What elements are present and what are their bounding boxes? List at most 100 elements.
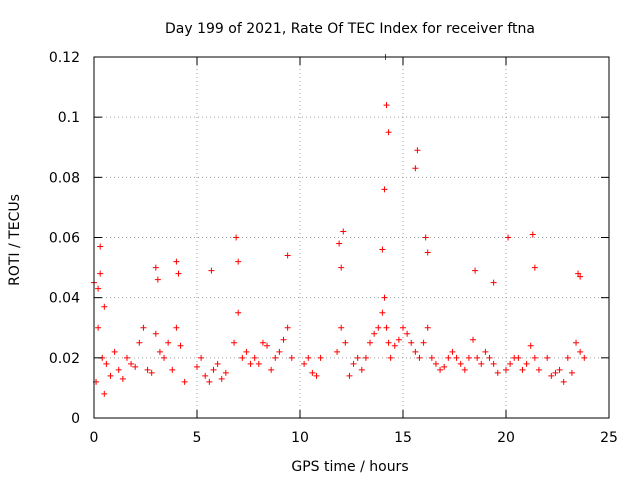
data-point <box>144 366 151 373</box>
data-point <box>379 246 386 253</box>
data-point <box>503 366 509 373</box>
data-point <box>156 348 163 355</box>
data-point <box>486 354 493 361</box>
data-point <box>123 354 130 361</box>
y-tick-label: 0.04 <box>49 291 80 307</box>
data-point <box>276 348 283 355</box>
data-point <box>342 339 349 346</box>
data-point <box>107 372 114 379</box>
data-point <box>177 342 184 349</box>
data-point <box>478 360 485 367</box>
data-point <box>115 366 122 373</box>
data-point <box>222 369 229 376</box>
data-point <box>334 348 341 355</box>
data-point <box>371 330 378 337</box>
data-point <box>470 336 477 343</box>
data-point <box>465 354 472 361</box>
data-point <box>358 366 365 373</box>
data-point <box>208 267 215 274</box>
data-point <box>449 348 456 355</box>
data-point <box>367 339 374 346</box>
data-point <box>416 354 423 361</box>
data-point <box>519 366 526 373</box>
data-point <box>210 366 217 373</box>
y-tick-label: 0.12 <box>49 50 80 66</box>
x-tick-label: 10 <box>291 430 309 446</box>
data-point <box>111 348 118 355</box>
data-point <box>422 234 429 241</box>
data-point <box>255 360 262 367</box>
data-point <box>194 363 200 370</box>
data-point <box>288 354 295 361</box>
data-point <box>264 342 271 349</box>
data-point <box>412 348 419 355</box>
data-points <box>91 54 588 397</box>
data-point <box>531 264 538 271</box>
data-point <box>340 228 347 235</box>
data-point <box>385 129 392 136</box>
data-point <box>233 234 240 241</box>
data-point <box>154 276 161 283</box>
data-point <box>581 354 588 361</box>
data-point <box>391 342 398 349</box>
data-point <box>132 363 139 370</box>
data-point <box>214 360 221 367</box>
data-point <box>119 375 126 382</box>
data-point <box>136 339 143 346</box>
y-axis-label: ROTI / TECUs <box>7 194 23 286</box>
data-point <box>424 249 431 256</box>
data-point <box>175 270 182 277</box>
data-point <box>272 354 279 361</box>
data-point <box>231 339 238 346</box>
x-tick-label: 5 <box>193 430 202 446</box>
data-point <box>385 339 392 346</box>
x-tick-label: 25 <box>600 430 618 446</box>
data-point <box>309 369 316 376</box>
data-point <box>202 372 209 379</box>
data-point <box>235 258 242 265</box>
x-tick-label: 20 <box>497 430 515 446</box>
data-point <box>573 339 580 346</box>
data-point <box>490 360 497 367</box>
data-point <box>552 369 559 376</box>
data-point <box>531 354 538 361</box>
data-point <box>284 324 291 331</box>
data-point <box>577 273 584 280</box>
data-point <box>560 378 567 385</box>
data-point <box>148 369 155 376</box>
data-point <box>181 378 188 385</box>
data-point <box>529 231 536 238</box>
data-point <box>218 375 225 382</box>
data-point <box>544 354 551 361</box>
y-tick-label: 0 <box>71 411 80 427</box>
data-point <box>350 360 357 367</box>
data-point <box>482 348 489 355</box>
data-point <box>535 366 542 373</box>
data-point <box>152 330 159 337</box>
data-point <box>387 354 394 361</box>
data-point <box>474 354 481 361</box>
data-point <box>383 324 390 331</box>
data-point <box>346 372 353 379</box>
data-point <box>379 309 386 316</box>
x-tick-label: 15 <box>394 430 412 446</box>
data-point <box>165 339 172 346</box>
data-point <box>101 303 108 310</box>
data-point <box>523 360 530 367</box>
data-point <box>505 234 512 241</box>
data-point <box>577 348 584 355</box>
data-point <box>243 348 250 355</box>
data-point <box>268 366 275 373</box>
data-point <box>408 339 415 346</box>
data-point <box>362 354 369 361</box>
data-point <box>169 366 176 373</box>
data-point <box>432 360 439 367</box>
data-point <box>575 270 582 277</box>
data-point <box>103 360 110 367</box>
data-point <box>564 354 571 361</box>
data-point <box>568 369 575 376</box>
data-point <box>507 360 514 367</box>
data-point <box>336 240 343 247</box>
